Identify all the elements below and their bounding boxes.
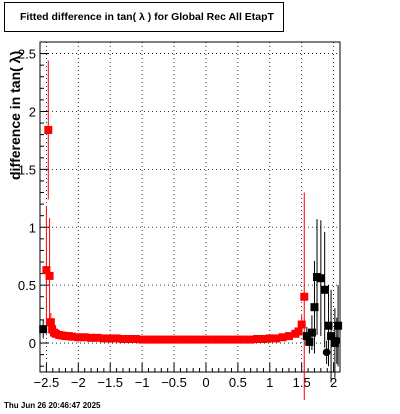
data-point	[265, 334, 274, 343]
chart-title: Fitted difference in tan( λ ) for Global…	[20, 11, 274, 23]
data-point	[307, 328, 316, 337]
data-point	[170, 335, 179, 344]
y-tick-label: 1	[29, 220, 36, 235]
data-point	[46, 318, 55, 327]
data-point	[227, 335, 236, 344]
data-point	[322, 348, 331, 357]
data-point	[195, 335, 204, 344]
data-point	[189, 335, 198, 344]
data-point	[233, 335, 242, 344]
y-tick-label: 0	[29, 336, 36, 351]
axes: −2.5 −2 −1.5 −1 −0.5 0 0.5 1 1.5 2 0 0.5 1 1.5 2 2.5	[18, 41, 341, 390]
data-series	[39, 60, 343, 400]
data-point	[208, 335, 217, 344]
data-point	[221, 335, 230, 344]
x-tick-label: −0.5	[161, 375, 187, 390]
data-point	[324, 321, 333, 330]
data-point	[112, 334, 121, 343]
y-tick-label: 0.5	[18, 278, 36, 293]
data-point	[316, 274, 325, 283]
data-point	[300, 292, 309, 301]
grid-lines	[40, 42, 340, 372]
data-point	[320, 285, 329, 294]
data-point	[125, 335, 134, 343]
x-tick-label: 2	[330, 375, 337, 390]
x-axis-label: η	[333, 399, 340, 400]
data-point	[284, 332, 293, 341]
data-point	[214, 335, 223, 344]
data-point	[39, 325, 48, 334]
data-point	[131, 335, 140, 343]
data-point	[163, 335, 172, 344]
data-point	[297, 320, 306, 329]
data-point	[150, 335, 159, 344]
data-point	[67, 332, 76, 341]
data-point	[302, 332, 311, 341]
data-point	[87, 333, 96, 342]
timestamp: Thu Jun 26 20:46:47 2025	[4, 401, 101, 410]
x-tick-label: −1.5	[97, 375, 123, 390]
data-point	[45, 271, 54, 280]
data-point	[259, 335, 268, 343]
x-tick-label: 0	[202, 375, 209, 390]
data-point	[294, 327, 303, 336]
x-tick-label: 1	[266, 375, 273, 390]
chart-title-box: Fitted difference in tan( λ ) for Global…	[4, 2, 284, 32]
x-tick-label: 0.5	[229, 375, 247, 390]
data-point	[305, 337, 314, 346]
data-point	[240, 335, 249, 344]
y-tick-label: 2	[29, 104, 36, 119]
data-point	[44, 126, 53, 134]
x-tick-label: −2	[71, 375, 86, 390]
data-point	[176, 335, 185, 344]
data-point	[333, 336, 341, 345]
x-tick-label: −1	[135, 375, 150, 390]
data-point	[201, 335, 210, 344]
data-point	[182, 335, 191, 344]
data-point	[118, 335, 127, 343]
x-tick-label: 1.5	[293, 375, 311, 390]
x-tick-label: −2.5	[34, 375, 60, 390]
data-point	[246, 335, 255, 344]
data-point	[310, 303, 319, 312]
data-point	[99, 334, 108, 343]
data-point	[253, 335, 262, 343]
y-tick-label: 2.5	[18, 47, 36, 62]
data-point	[74, 333, 83, 342]
y-axis-label: difference in tan( λ)	[7, 51, 23, 180]
data-point	[334, 321, 343, 330]
plot-frame	[39, 41, 341, 373]
data-point	[327, 332, 336, 341]
data-point	[157, 335, 166, 344]
data-point	[93, 333, 102, 342]
data-point	[138, 335, 147, 344]
y-tick-label: 1.5	[18, 162, 36, 177]
data-point	[272, 334, 281, 343]
data-point	[278, 333, 287, 342]
data-point	[144, 335, 153, 344]
data-point	[42, 266, 51, 275]
data-point	[106, 334, 115, 343]
data-point	[80, 333, 89, 342]
